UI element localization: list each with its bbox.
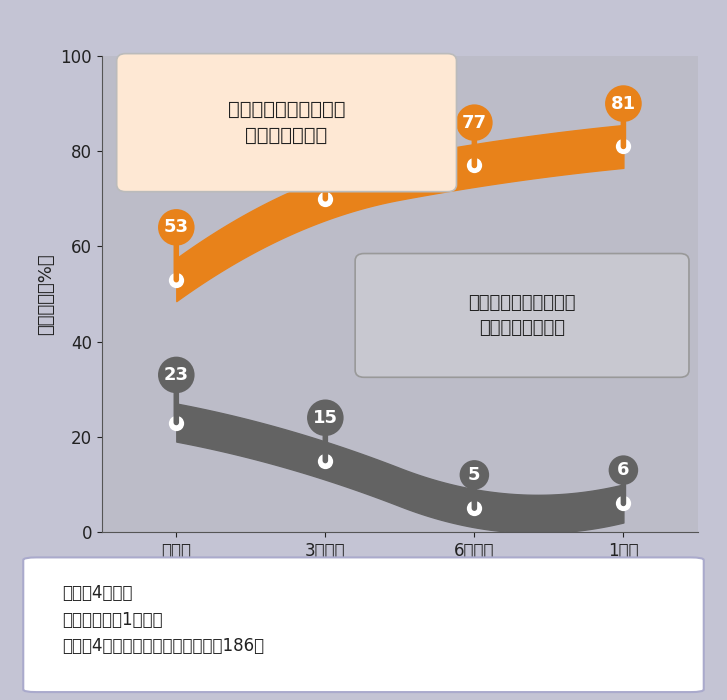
Text: 5: 5	[468, 466, 481, 508]
Text: 23: 23	[164, 366, 189, 423]
FancyBboxPatch shape	[23, 557, 704, 692]
Text: 53: 53	[164, 218, 189, 280]
Text: 6: 6	[617, 461, 630, 503]
Text: 81: 81	[611, 94, 636, 146]
Text: 調査を4回実施
視聴は最初の1回のみ
対象は4回とも参加した駅員と車掌186人: 調査を4回実施 視聴は最初の1回のみ 対象は4回とも参加した駅員と車掌186人	[63, 584, 265, 655]
Y-axis label: 選択割合（%）: 選択割合（%）	[37, 253, 55, 335]
Text: 15: 15	[313, 409, 338, 461]
FancyBboxPatch shape	[355, 253, 689, 377]
FancyBboxPatch shape	[116, 54, 457, 192]
Text: 運転再開がほぼ確実に
なる頃に案内する: 運転再開がほぼ確実に なる頃に案内する	[468, 294, 576, 337]
Text: 運転再開見込み情報を
早期に案内する: 運転再開見込み情報を 早期に案内する	[228, 100, 345, 146]
Text: 70: 70	[313, 147, 338, 199]
Text: 77: 77	[462, 113, 487, 165]
